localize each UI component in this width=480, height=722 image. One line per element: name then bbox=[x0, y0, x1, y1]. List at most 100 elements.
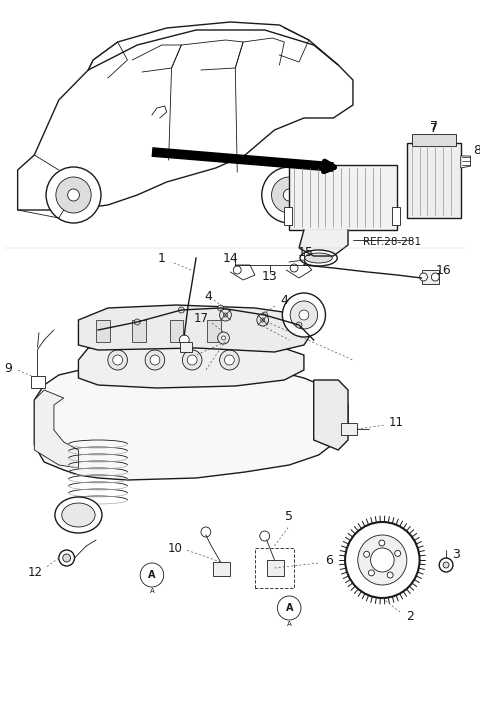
Circle shape bbox=[358, 535, 407, 585]
Polygon shape bbox=[299, 230, 348, 256]
Polygon shape bbox=[18, 30, 353, 210]
Text: 12: 12 bbox=[28, 565, 43, 578]
Text: REF.28-281: REF.28-281 bbox=[363, 237, 421, 247]
Bar bbox=[31, 376, 45, 388]
Text: 10: 10 bbox=[168, 542, 183, 554]
Text: 5: 5 bbox=[285, 510, 293, 523]
Bar bbox=[169, 320, 183, 342]
Circle shape bbox=[290, 301, 318, 329]
Text: A: A bbox=[286, 603, 293, 613]
Bar bbox=[407, 143, 461, 218]
Bar bbox=[289, 165, 397, 230]
Circle shape bbox=[201, 527, 211, 537]
Circle shape bbox=[113, 355, 122, 365]
Circle shape bbox=[345, 522, 420, 598]
Circle shape bbox=[296, 322, 302, 328]
Circle shape bbox=[187, 355, 197, 365]
Circle shape bbox=[257, 314, 269, 326]
Text: 3: 3 bbox=[452, 549, 460, 562]
Text: 4: 4 bbox=[204, 290, 212, 303]
Polygon shape bbox=[34, 360, 348, 480]
Bar bbox=[267, 560, 284, 576]
Ellipse shape bbox=[305, 253, 332, 263]
Text: 6: 6 bbox=[325, 554, 333, 567]
Circle shape bbox=[145, 350, 165, 370]
Polygon shape bbox=[34, 390, 78, 468]
Circle shape bbox=[179, 307, 184, 313]
Bar bbox=[132, 320, 146, 342]
Circle shape bbox=[217, 305, 224, 311]
Circle shape bbox=[439, 558, 453, 572]
Ellipse shape bbox=[300, 250, 337, 266]
Circle shape bbox=[290, 264, 298, 272]
Text: 14: 14 bbox=[223, 251, 238, 264]
Circle shape bbox=[108, 350, 128, 370]
Circle shape bbox=[299, 310, 309, 320]
Text: 2: 2 bbox=[406, 609, 414, 622]
Circle shape bbox=[261, 318, 264, 322]
Bar bbox=[207, 320, 221, 342]
Bar bbox=[180, 342, 192, 352]
Polygon shape bbox=[78, 305, 314, 352]
Circle shape bbox=[222, 336, 226, 340]
Circle shape bbox=[262, 312, 268, 318]
Circle shape bbox=[46, 167, 101, 223]
Circle shape bbox=[134, 319, 140, 325]
Text: 1: 1 bbox=[158, 251, 166, 264]
Circle shape bbox=[283, 189, 295, 201]
Circle shape bbox=[432, 273, 439, 281]
Bar bbox=[412, 134, 456, 146]
Text: 9: 9 bbox=[4, 362, 12, 375]
Text: 4: 4 bbox=[280, 295, 288, 308]
Text: 11: 11 bbox=[389, 417, 404, 430]
Circle shape bbox=[387, 572, 393, 578]
Circle shape bbox=[277, 596, 301, 620]
Text: A: A bbox=[287, 621, 291, 627]
Text: 15: 15 bbox=[298, 246, 314, 259]
Bar bbox=[284, 207, 292, 225]
Circle shape bbox=[140, 563, 164, 587]
Circle shape bbox=[260, 531, 270, 541]
Circle shape bbox=[56, 177, 91, 213]
Ellipse shape bbox=[62, 503, 95, 527]
Polygon shape bbox=[78, 340, 304, 388]
Text: 8: 8 bbox=[473, 144, 480, 157]
Circle shape bbox=[217, 332, 229, 344]
Circle shape bbox=[225, 355, 234, 365]
Circle shape bbox=[68, 189, 79, 201]
Circle shape bbox=[379, 540, 385, 546]
Ellipse shape bbox=[55, 497, 102, 533]
Text: 7: 7 bbox=[430, 120, 438, 133]
Bar bbox=[341, 423, 357, 435]
Text: A: A bbox=[150, 588, 155, 594]
Circle shape bbox=[150, 355, 160, 365]
Circle shape bbox=[180, 335, 189, 345]
Text: 17: 17 bbox=[193, 311, 208, 324]
Circle shape bbox=[369, 570, 374, 576]
Circle shape bbox=[282, 293, 325, 337]
Circle shape bbox=[420, 273, 427, 281]
Circle shape bbox=[443, 562, 449, 568]
Polygon shape bbox=[461, 156, 470, 168]
Circle shape bbox=[371, 548, 394, 572]
Bar bbox=[96, 320, 110, 342]
Circle shape bbox=[395, 550, 401, 557]
Bar bbox=[421, 270, 439, 284]
Circle shape bbox=[272, 177, 307, 213]
Text: 13: 13 bbox=[262, 269, 277, 282]
Text: A: A bbox=[148, 570, 156, 580]
Circle shape bbox=[220, 350, 239, 370]
Circle shape bbox=[59, 550, 74, 566]
Circle shape bbox=[233, 266, 241, 274]
Circle shape bbox=[182, 350, 202, 370]
Circle shape bbox=[364, 552, 370, 557]
Polygon shape bbox=[314, 380, 348, 450]
Circle shape bbox=[63, 554, 71, 562]
Bar bbox=[392, 207, 400, 225]
Circle shape bbox=[262, 167, 317, 223]
Circle shape bbox=[224, 313, 228, 317]
Bar bbox=[213, 562, 230, 576]
Circle shape bbox=[220, 309, 231, 321]
Text: 7: 7 bbox=[430, 121, 438, 134]
Text: 16: 16 bbox=[435, 264, 451, 277]
